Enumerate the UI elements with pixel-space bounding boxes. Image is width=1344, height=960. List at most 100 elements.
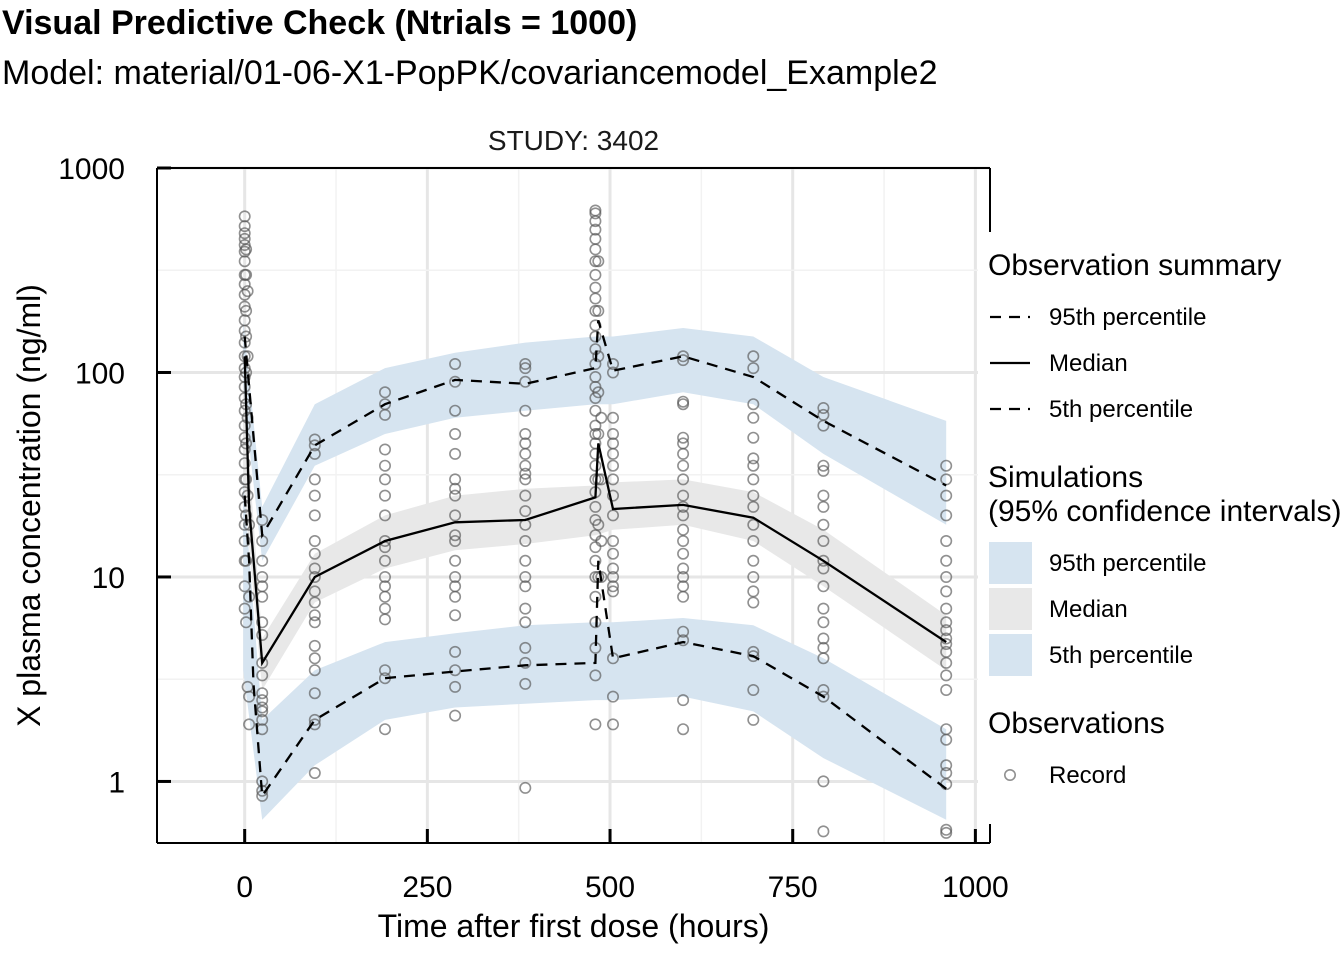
observation-point xyxy=(308,718,321,731)
line-95th-percentile xyxy=(243,319,947,539)
observation-point xyxy=(677,625,690,638)
observation-point xyxy=(449,609,462,622)
observation-point xyxy=(519,505,532,518)
observation-point xyxy=(747,411,760,424)
observation-point xyxy=(238,602,251,615)
observation-point xyxy=(940,826,953,839)
observation-point xyxy=(747,489,760,502)
observation-point xyxy=(449,473,462,486)
observation-point xyxy=(747,500,760,513)
legend-item-label: 95th percentile xyxy=(1049,550,1206,577)
observation-point xyxy=(747,713,760,726)
plot-panel xyxy=(157,166,990,843)
observation-point xyxy=(308,439,321,452)
observation-point xyxy=(606,718,619,731)
observation-point xyxy=(940,570,953,583)
legend-background xyxy=(978,232,1344,824)
observation-summary-lines xyxy=(243,319,947,800)
observation-point xyxy=(589,554,602,567)
observation-point xyxy=(256,701,269,714)
observation-point xyxy=(677,523,690,536)
observation-point xyxy=(308,639,321,652)
observation-point xyxy=(940,602,953,615)
observation-point xyxy=(256,554,269,567)
observation-point xyxy=(378,590,391,603)
observation-point xyxy=(592,473,605,486)
observation-point xyxy=(449,482,462,495)
observation-point xyxy=(308,570,321,583)
legend-item-label: 5th percentile xyxy=(1049,396,1193,423)
observation-point xyxy=(238,431,251,444)
observation-point xyxy=(817,683,830,696)
legend-title: Observations xyxy=(988,707,1165,740)
observation-point xyxy=(519,362,532,375)
observation-point xyxy=(519,641,532,654)
observation-point xyxy=(519,447,532,460)
observation-point xyxy=(240,268,253,281)
observation-point xyxy=(747,570,760,583)
observation-point xyxy=(592,386,605,399)
observation-point xyxy=(747,473,760,486)
observation-point xyxy=(817,459,830,472)
observation-point xyxy=(308,596,321,609)
observation-point xyxy=(308,687,321,700)
observation-point xyxy=(589,500,602,513)
observation-point xyxy=(747,554,760,567)
observation-point xyxy=(308,652,321,665)
legend-key-fill xyxy=(989,634,1032,676)
observation-point xyxy=(589,292,602,305)
x-tick-label: 0 xyxy=(236,871,253,904)
observation-point xyxy=(677,562,690,575)
observation-point xyxy=(595,534,608,547)
observation-point xyxy=(677,431,690,444)
observation-point xyxy=(240,616,253,629)
legend-item-label: Record xyxy=(1049,762,1126,789)
observation-point xyxy=(589,223,602,236)
y-tick-label: 1000 xyxy=(58,153,125,186)
observation-point xyxy=(519,404,532,417)
observation-point xyxy=(449,375,462,388)
legend-title: Observation summary xyxy=(988,249,1281,282)
observation-point xyxy=(256,513,269,526)
observation-point xyxy=(519,781,532,794)
observation-point xyxy=(238,227,251,240)
observation-point xyxy=(589,459,602,472)
observation-point xyxy=(449,664,462,677)
legend-title: Simulations xyxy=(988,461,1143,494)
observation-point xyxy=(378,554,391,567)
observation-point xyxy=(606,366,619,379)
observation-point xyxy=(677,489,690,502)
observation-point xyxy=(592,427,605,440)
legend-key-point xyxy=(1003,768,1016,781)
observation-point xyxy=(677,459,690,472)
observation-point xyxy=(595,411,608,424)
observation-point xyxy=(449,489,462,502)
observation-point xyxy=(378,459,391,472)
observation-point xyxy=(378,443,391,456)
observation-point xyxy=(589,215,602,228)
legend-title-line2: (95% confidence intervals) xyxy=(988,495,1342,528)
legend-item-label: 95th percentile xyxy=(1049,304,1206,331)
observation-point xyxy=(677,570,690,583)
observation-point xyxy=(238,255,251,268)
observation-point xyxy=(238,404,251,417)
observation-point xyxy=(747,518,760,531)
observation-point xyxy=(677,509,690,522)
band-95th-percentile xyxy=(243,320,947,561)
observation-point xyxy=(378,408,391,421)
observation-point xyxy=(243,718,256,731)
observation-point xyxy=(256,713,269,726)
observation-point xyxy=(519,580,532,593)
y-tick-label: 1 xyxy=(108,766,125,799)
observation-point xyxy=(606,562,619,575)
observation-point xyxy=(747,350,760,363)
observation-point xyxy=(238,245,251,258)
observation-point xyxy=(940,554,953,567)
x-axis-title: Time after first dose (hours) xyxy=(378,908,770,944)
observation-point xyxy=(677,590,690,603)
observation-point xyxy=(606,570,619,583)
observation-point xyxy=(940,624,953,637)
observation-point xyxy=(595,570,608,583)
observation-point xyxy=(606,509,619,522)
x-tick-label: 750 xyxy=(768,871,818,904)
